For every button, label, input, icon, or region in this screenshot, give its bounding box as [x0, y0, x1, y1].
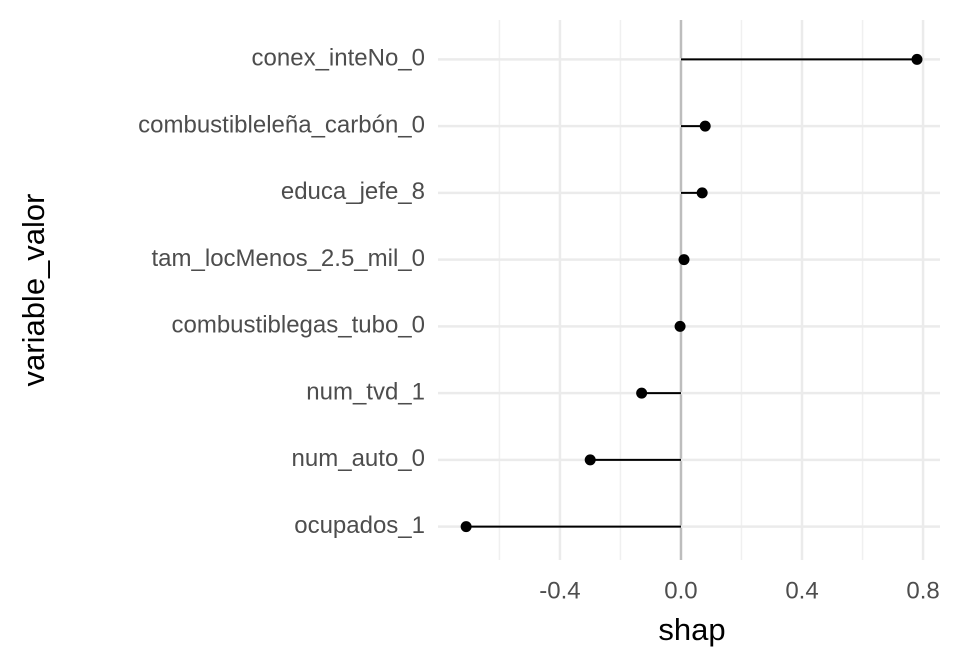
x-tick-label: 0.8	[906, 577, 939, 604]
x-tick-label: 0.0	[664, 577, 697, 604]
x-tick-label: -0.4	[539, 577, 580, 604]
y-tick-label: tam_locMenos_2.5_mil_0	[152, 245, 425, 272]
y-axis-title: variable_valor	[16, 194, 51, 387]
y-tick-label: combustibleleña_carbón_0	[138, 111, 425, 138]
point	[584, 454, 596, 466]
point	[696, 187, 708, 199]
y-tick-label: ocupados_1	[294, 512, 425, 539]
y-tick-label: educa_jefe_8	[281, 178, 425, 205]
point	[460, 521, 472, 533]
point	[674, 320, 686, 332]
point	[911, 53, 923, 65]
x-axis-title: shap	[658, 612, 725, 647]
point	[636, 387, 648, 399]
y-tick-label: conex_inteNo_0	[252, 45, 425, 72]
y-tick-label: combustiblegas_tubo_0	[171, 312, 425, 339]
y-tick-label: num_tvd_1	[306, 378, 425, 405]
x-tick-label: 0.4	[785, 577, 818, 604]
point	[678, 254, 690, 266]
point	[699, 120, 711, 132]
y-tick-label: num_auto_0	[292, 445, 425, 472]
